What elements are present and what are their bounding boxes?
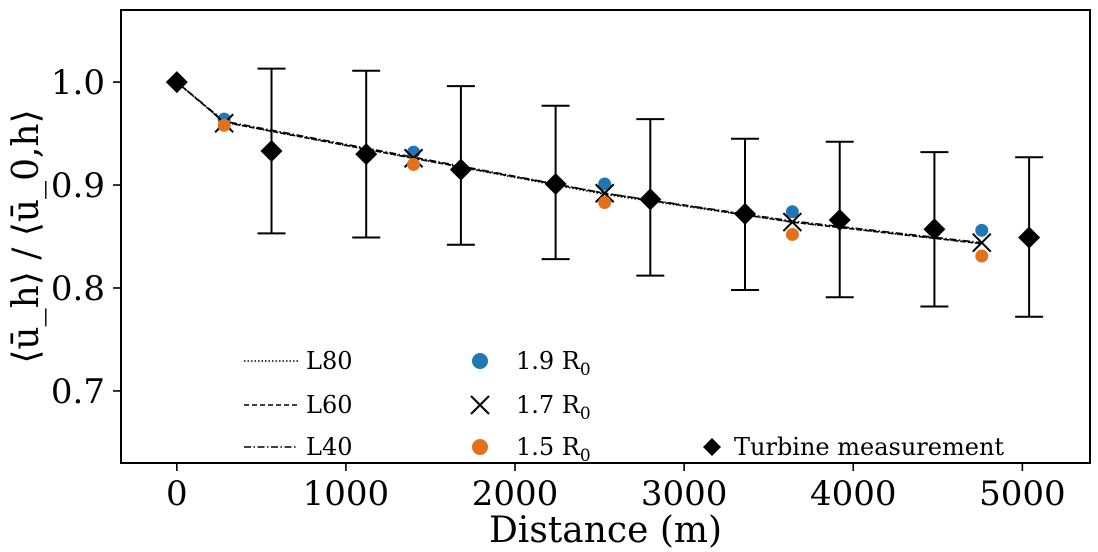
legend-marker-19: [472, 353, 488, 369]
x-tick-label: 2000: [472, 474, 559, 514]
y-tick-label: 0.9: [51, 166, 105, 206]
x-tick-label: 0: [166, 474, 188, 514]
legend-marker-15: [472, 439, 488, 455]
measurement-point: [449, 158, 472, 181]
point-circle-15: [975, 249, 989, 263]
legend-label-l80: L80: [306, 347, 352, 375]
measurement-point: [734, 202, 757, 225]
y-tick-label: 1.0: [51, 63, 105, 103]
measurement-point: [544, 172, 567, 195]
point-circle-19: [785, 205, 799, 219]
y-tick-label: 0.8: [51, 269, 105, 309]
point-circle-19: [598, 177, 612, 191]
y-tick-label: 0.7: [51, 372, 105, 412]
point-x-17-stroke-b: [594, 183, 615, 203]
point-circle-15: [217, 118, 231, 132]
axes: 0 1000 2000 3000 4000 5000 0.7 0.8 0.9 1.0: [51, 9, 1091, 514]
legend-label-l40: L40: [306, 433, 352, 461]
legend: L80 L60 L40 1.9 R0 1.7 R0 1.5 R0 Turbine measu…: [244, 347, 1004, 466]
measurement-point: [1018, 226, 1041, 249]
point-x-17: [594, 183, 615, 203]
measurement-point: [639, 188, 662, 211]
point-x-17: [782, 212, 803, 232]
legend-label-17: 1.7 R0: [516, 391, 591, 424]
legend-label-measurement: Turbine measurement: [734, 433, 1004, 461]
x-tick-label: 5000: [979, 474, 1066, 514]
legend-marker-measurement: [703, 438, 721, 456]
legend-label-19: 1.9 R0: [516, 347, 591, 380]
point-circle-19: [975, 223, 989, 237]
point-circle-15: [785, 227, 799, 241]
measurement-point: [923, 218, 946, 241]
point-circle-19: [407, 145, 421, 159]
plot-marks: [165, 67, 1044, 318]
legend-marker-17-stroke-b: [470, 395, 490, 415]
x-tick-label: 3000: [641, 474, 728, 514]
point-x-17-stroke-b: [782, 212, 803, 232]
measurement-point: [165, 71, 188, 94]
point-x-17-stroke-b: [972, 232, 992, 253]
legend-label-subscript: 0: [580, 360, 591, 380]
measurement-point: [828, 209, 851, 232]
point-x-17: [972, 232, 992, 253]
y-axis-title: ⟨ū_h⟩ / ⟨ū_0,h⟩: [6, 109, 47, 363]
measurement-point: [355, 143, 378, 166]
measurement-point: [260, 140, 283, 163]
x-tick-label: 1000: [303, 474, 390, 514]
legend-label-subscript: 0: [580, 446, 591, 466]
legend-marker-17: [470, 395, 490, 415]
legend-label-l60: L60: [306, 391, 352, 419]
x-axis-title: Distance (m): [489, 510, 722, 551]
point-circle-15: [598, 196, 612, 210]
legend-label-15: 1.5 R0: [516, 433, 591, 466]
legend-label-subscript: 0: [580, 404, 591, 424]
point-circle-15: [407, 157, 421, 171]
x-tick-label: 4000: [810, 474, 897, 514]
plot-frame: [120, 9, 1091, 464]
